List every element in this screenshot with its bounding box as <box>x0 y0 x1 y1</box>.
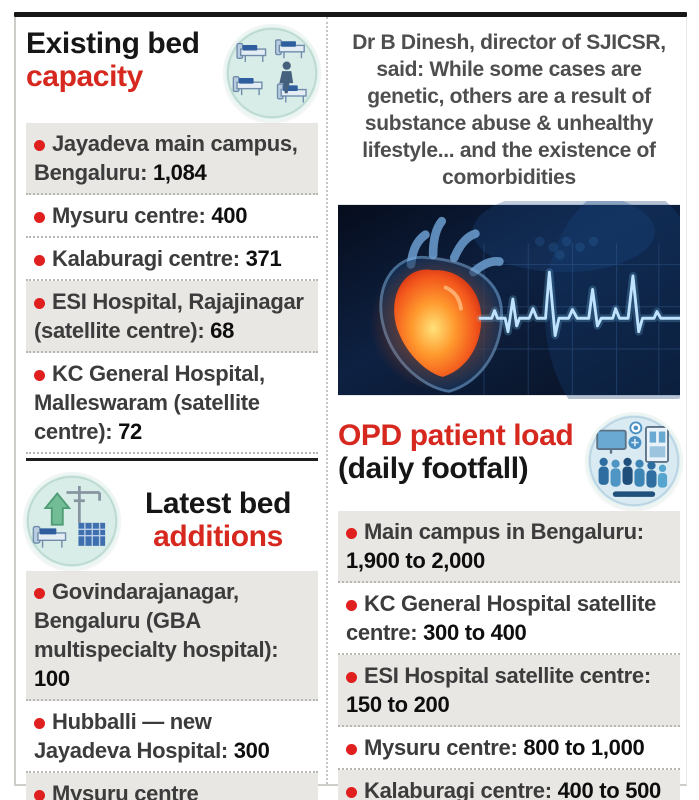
list-item: Kalaburagi centre: 400 to 500 <box>338 770 680 800</box>
item-value: 300 to 400 <box>423 620 527 645</box>
bullet-icon <box>346 600 357 611</box>
list-item: KC General Hospital, Malleswaram (satell… <box>26 353 318 454</box>
list-item: ESI Hospital, Rajajinagar (satellite cen… <box>26 281 318 353</box>
top-rule <box>14 12 687 17</box>
quote-text: Dr B Dinesh, director of SJICSR, said: W… <box>352 31 666 189</box>
opd-patients-icon <box>588 415 680 507</box>
item-label: ESI Hospital satellite centre: <box>364 663 651 688</box>
opd-title-top: OPD patient load <box>338 419 574 452</box>
latest-bed-title: Latest bed additions <box>118 475 318 553</box>
infographic: Existing bed capacity <box>14 17 687 800</box>
item-label: Mysuru centre expansion: <box>52 781 199 800</box>
list-item: Hubballi — new Jayadeva Hospital: 300 <box>26 701 318 773</box>
item-label: Kalaburagi centre: <box>364 778 552 800</box>
item-value: 72 <box>118 419 142 444</box>
item-label: ESI Hospital, Rajajinagar (satellite cen… <box>34 289 304 343</box>
latest-bed-header: Latest bed additions <box>26 465 318 571</box>
existing-bed-title-bottom: capacity <box>26 60 143 93</box>
bullet-icon <box>34 140 45 151</box>
bullet-icon <box>34 298 45 309</box>
bullet-icon <box>346 672 357 683</box>
section-divider <box>26 458 318 461</box>
latest-bed-title-bottom: additions <box>153 520 283 553</box>
list-item: KC General Hospital satellite centre: 30… <box>338 583 680 655</box>
item-label: Jayadeva main campus, Bengaluru: <box>34 131 298 185</box>
item-label: Hubballi — new Jayadeva Hospital: <box>34 709 228 763</box>
opd-header: OPD patient load (daily footfall) <box>338 405 680 511</box>
item-label: KC General Hospital satellite centre: <box>346 591 657 645</box>
bullet-icon <box>34 588 45 599</box>
opd-title: OPD patient load (daily footfall) <box>338 415 574 485</box>
latest-bed-title-top: Latest bed <box>144 487 292 520</box>
bullet-icon <box>34 255 45 266</box>
item-value: 68 <box>210 318 235 343</box>
item-value: 400 to 500 <box>557 778 662 800</box>
bullet-icon <box>34 718 45 729</box>
item-value: 800 to 1,000 <box>523 735 645 760</box>
latest-bed-list: Govindarajanagar, Bengaluru (GBA multisp… <box>26 571 318 800</box>
item-value: 400 <box>211 203 248 228</box>
existing-bed-header: Existing bed capacity <box>26 17 318 123</box>
list-item: Mysuru centre: 400 <box>26 195 318 238</box>
existing-bed-title: Existing bed capacity <box>26 27 200 93</box>
item-label: Kalaburagi centre: <box>52 246 240 271</box>
list-item: Mysuru centre expansion: 200 <box>26 773 318 800</box>
list-item: Main campus in Bengaluru: 1,900 to 2,000 <box>338 511 680 583</box>
bullet-icon <box>346 744 357 755</box>
item-label: KC General Hospital, Malleswaram (satell… <box>34 361 265 444</box>
item-value: 371 <box>245 246 282 271</box>
item-value: 150 to 200 <box>346 692 450 717</box>
list-item: ESI Hospital satellite centre: 150 to 20… <box>338 655 680 727</box>
item-value: 300 <box>233 738 270 763</box>
bullet-icon <box>34 790 45 800</box>
item-label: Govindarajanagar, Bengaluru (GBA multisp… <box>34 579 279 662</box>
bullet-icon <box>346 787 357 798</box>
list-item: Jayadeva main campus, Bengaluru: 1,084 <box>26 123 318 195</box>
opd-list: Main campus in Bengaluru: 1,900 to 2,000… <box>338 511 680 800</box>
heart-ecg-image <box>338 201 680 399</box>
item-value: 1,084 <box>152 160 207 185</box>
opd-title-bottom: (daily footfall) <box>338 452 529 485</box>
existing-bed-list: Jayadeva main campus, Bengaluru: 1,084 M… <box>26 123 318 454</box>
item-value: 1,900 to 2,000 <box>346 548 485 573</box>
list-item: Mysuru centre: 800 to 1,000 <box>338 727 680 770</box>
right-column: Dr B Dinesh, director of SJICSR, said: W… <box>328 17 686 800</box>
item-value: 100 <box>34 666 70 691</box>
bed-additions-icon <box>26 475 118 567</box>
item-label: Mysuru centre: <box>364 735 518 760</box>
bullet-icon <box>346 528 357 539</box>
list-item: Kalaburagi centre: 371 <box>26 238 318 281</box>
existing-bed-title-top: Existing bed <box>26 27 200 60</box>
item-label: Mysuru centre: <box>52 203 206 228</box>
list-item: Govindarajanagar, Bengaluru (GBA multisp… <box>26 571 318 701</box>
item-label: Main campus in Bengaluru: <box>364 519 644 544</box>
bullet-icon <box>34 212 45 223</box>
hospital-beds-icon <box>226 27 318 119</box>
left-column: Existing bed capacity <box>16 17 328 800</box>
bullet-icon <box>34 370 45 381</box>
